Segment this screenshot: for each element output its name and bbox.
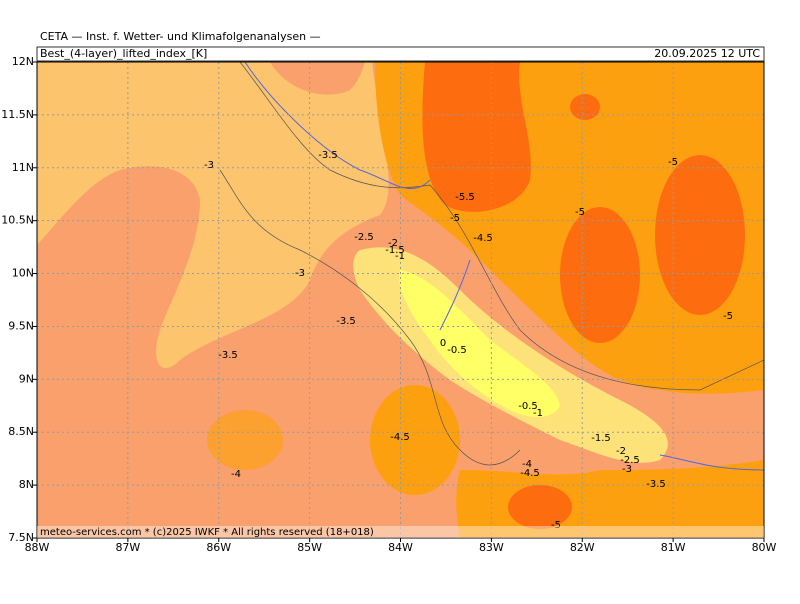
lon-tick-label: 80W bbox=[752, 541, 777, 554]
contour-label: -2 bbox=[616, 446, 626, 457]
lat-tick-label: 11N bbox=[12, 161, 34, 174]
contour-label: -3.5 bbox=[218, 350, 238, 361]
contour-label: -1.5 bbox=[591, 433, 611, 444]
lat-tick-label: 11.5N bbox=[1, 108, 34, 121]
contour-label: -4.5 bbox=[390, 432, 410, 443]
lat-tick-label: 7.5N bbox=[8, 531, 34, 544]
contour-label: -5 bbox=[551, 520, 561, 531]
lon-tick-label: 84W bbox=[388, 541, 413, 554]
contour-label: -4.5 bbox=[473, 233, 493, 244]
contour-label: -4 bbox=[522, 459, 532, 470]
contour-label: -0.5 bbox=[518, 401, 538, 412]
lat-tick-label: 10N bbox=[12, 267, 34, 280]
contour-label: -5 bbox=[668, 157, 678, 168]
lon-tick-label: 82W bbox=[570, 541, 595, 554]
lat-tick-label: 9.5N bbox=[8, 319, 34, 332]
lon-tick-label: 88W bbox=[25, 541, 50, 554]
lon-tick-label: 86W bbox=[206, 541, 231, 554]
contour-label: -5 bbox=[450, 213, 460, 224]
contour-label: -5 bbox=[723, 311, 733, 322]
contour-label: -0.5 bbox=[447, 345, 467, 356]
contour-label: -3 bbox=[622, 464, 632, 475]
lon-tick-label: 87W bbox=[115, 541, 140, 554]
contour-label: -2.5 bbox=[354, 232, 374, 243]
lon-tick-label: 83W bbox=[479, 541, 504, 554]
contour-label: -3.5 bbox=[318, 150, 338, 161]
lon-tick-label: 85W bbox=[297, 541, 322, 554]
lon-tick-label: 81W bbox=[661, 541, 686, 554]
contour-label: 0 bbox=[440, 338, 446, 349]
contour-label: -3.5 bbox=[336, 316, 356, 327]
credit: meteo-services.com * (c)2025 IWKF * All … bbox=[40, 527, 374, 538]
header-box bbox=[36, 46, 765, 62]
contour-label: -1 bbox=[395, 251, 405, 262]
contour-label: -3 bbox=[295, 268, 305, 279]
map-frame bbox=[36, 61, 765, 539]
field-fill bbox=[37, 62, 764, 538]
contour-labels: -3.5-3-5.5-5-5-5-4.5-2.5-2-1.5-1-3-3.5 -5… bbox=[204, 150, 733, 531]
contour-label: -1 bbox=[533, 408, 543, 419]
contour-label: -2 bbox=[388, 238, 398, 249]
valid-time: 20.09.2025 12 UTC bbox=[654, 47, 760, 60]
contour-label: -1.5 bbox=[385, 245, 405, 256]
map-title: CETA — Inst. f. Wetter- und Klimafolgena… bbox=[40, 30, 321, 43]
lat-tick-label: 8N bbox=[19, 478, 34, 491]
lat-tick-label: 8.5N bbox=[8, 425, 34, 438]
contour-label: -3 bbox=[204, 160, 214, 171]
contour-label: -4.5 bbox=[520, 468, 540, 479]
contour-label: -3.5 bbox=[646, 479, 666, 490]
contour-label: -4 bbox=[231, 469, 241, 480]
footer-box bbox=[37, 526, 764, 538]
contour-label: -5.5 bbox=[455, 192, 475, 203]
lat-tick-label: 12N bbox=[12, 55, 34, 68]
lat-tick-label: 9N bbox=[19, 372, 34, 385]
field-name: Best_(4-layer)_lifted_index_[K] bbox=[40, 47, 207, 60]
contour-label: -2.5 bbox=[620, 455, 640, 466]
lat-tick-label: 10.5N bbox=[1, 214, 34, 227]
contour-label: -5 bbox=[575, 207, 585, 218]
